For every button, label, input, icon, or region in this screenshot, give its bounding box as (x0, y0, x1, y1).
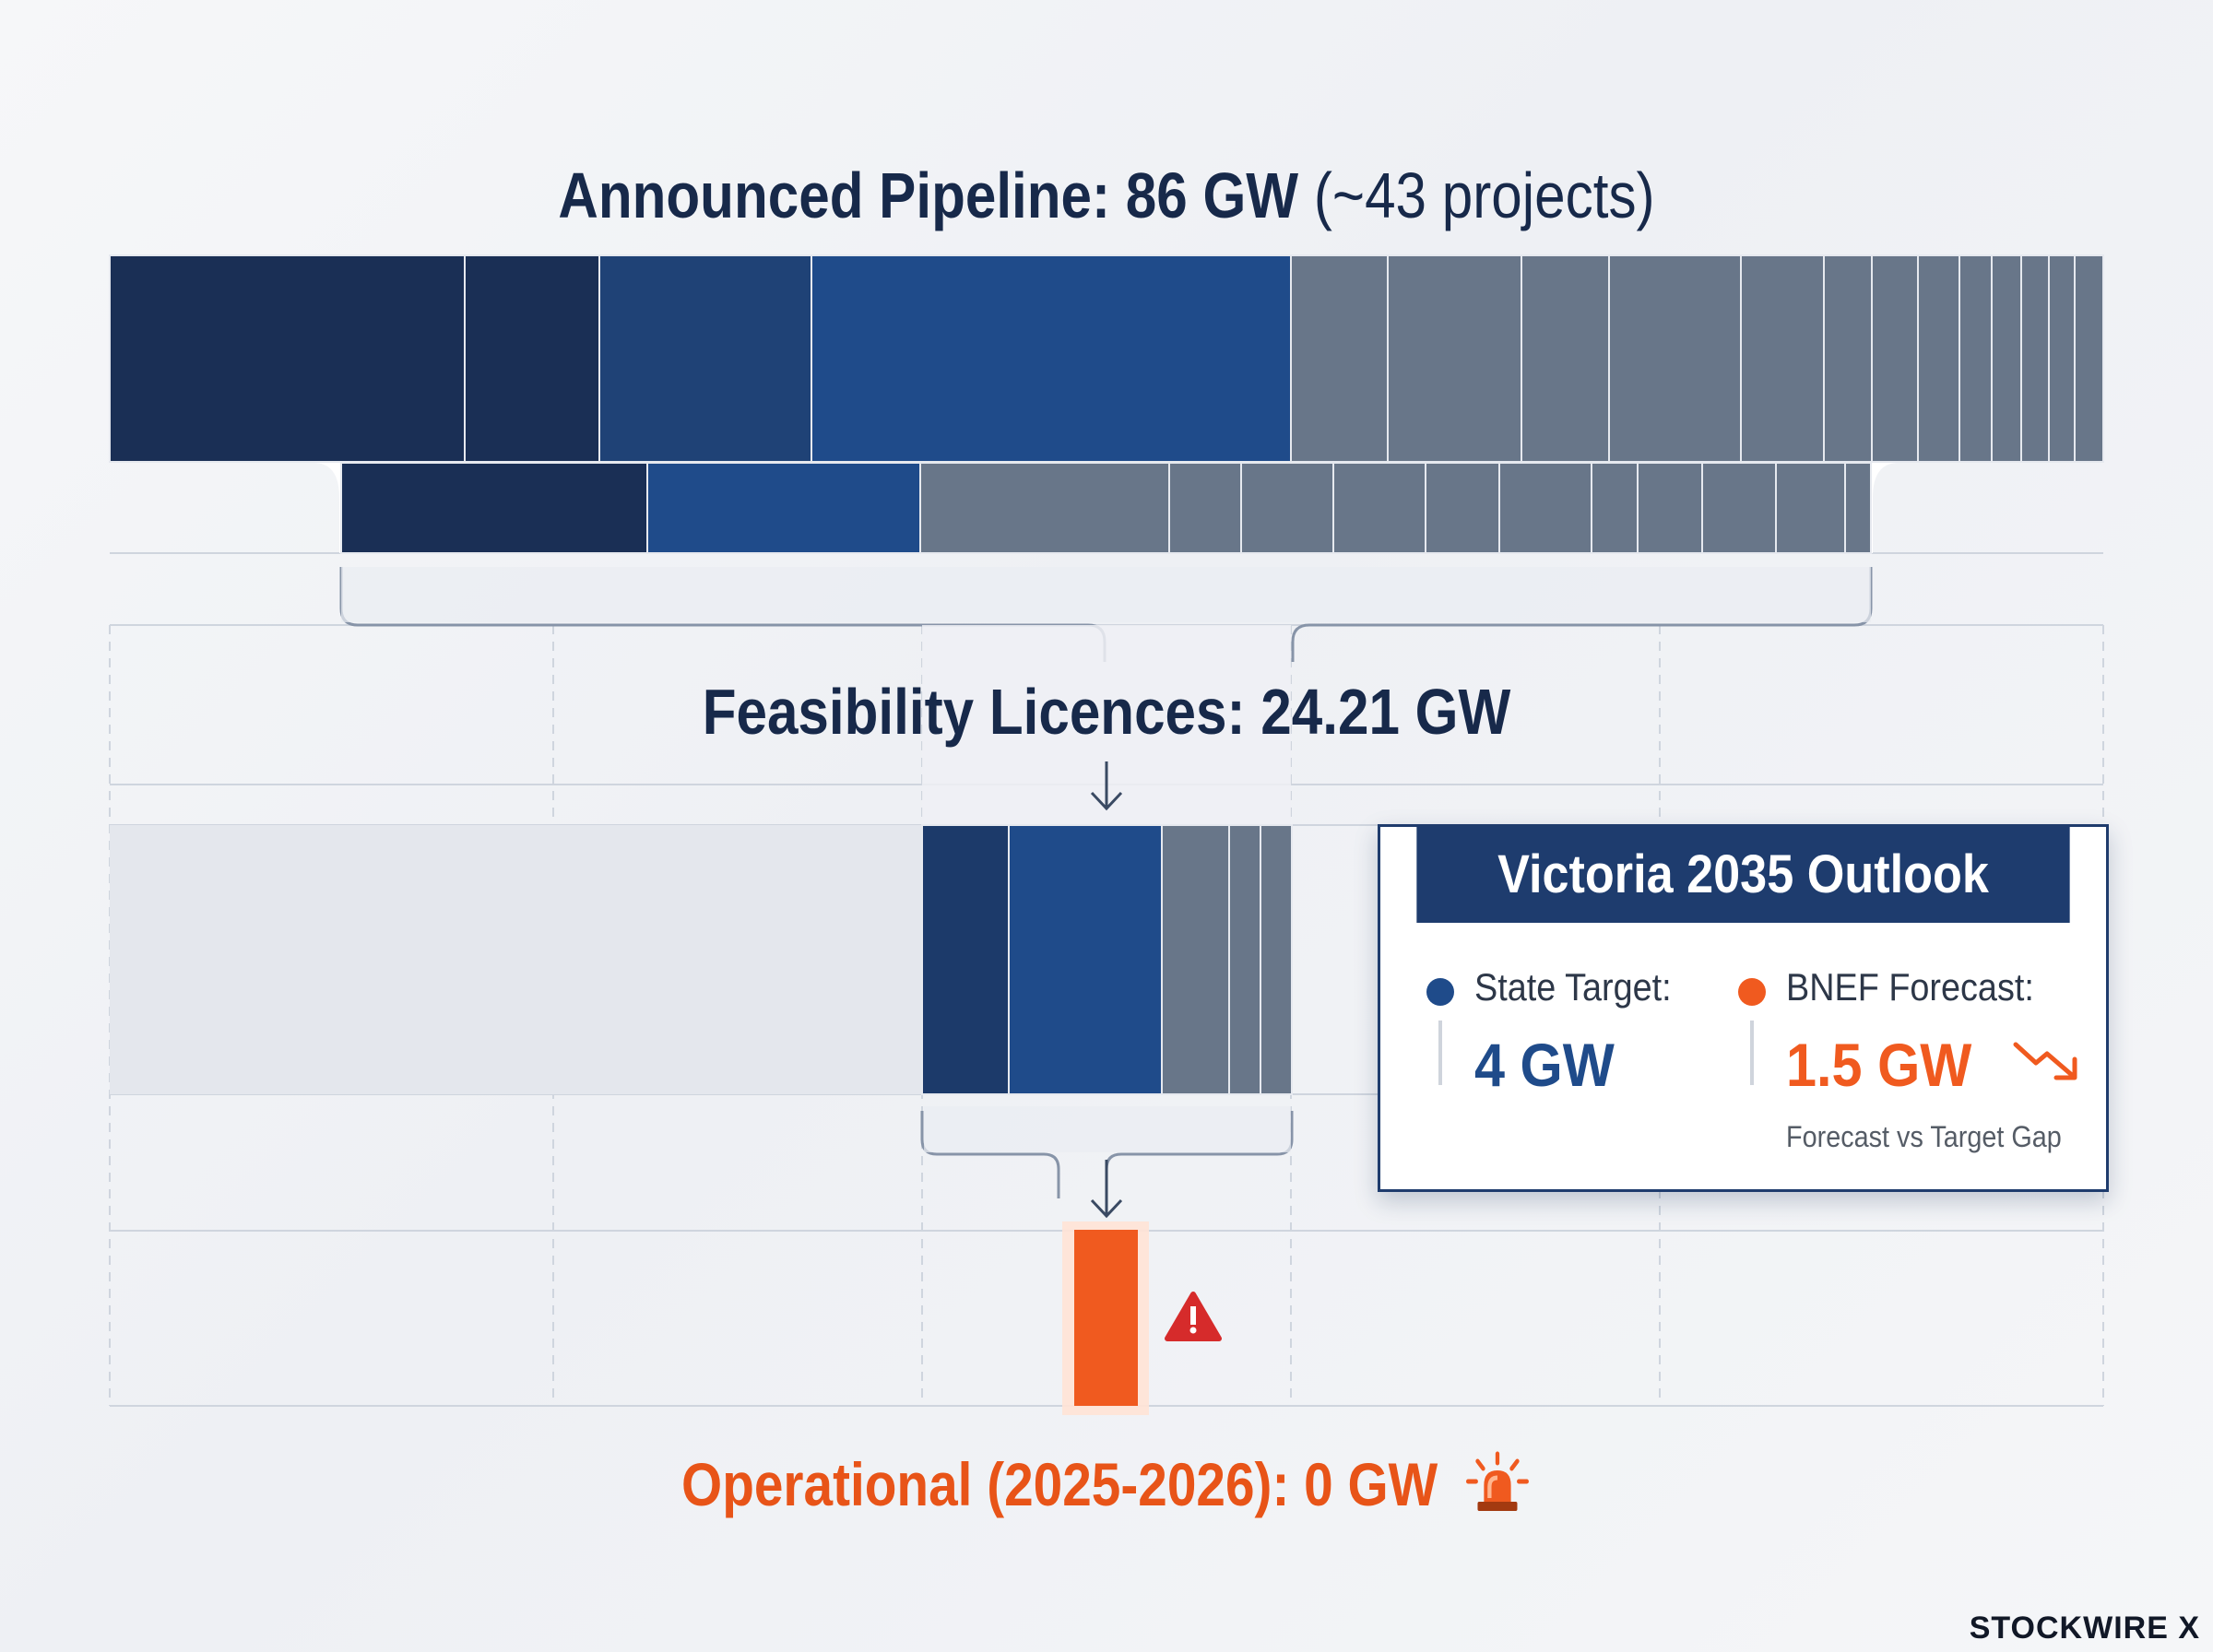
pipeline-bar-row-2-segment (1240, 462, 1334, 554)
flow-arrow-2 (1090, 1160, 1123, 1219)
pipeline-bar-row-2-segment (1168, 462, 1242, 554)
pipeline-bar-row-1-segment (1521, 254, 1610, 463)
feasibility-bar-segment (921, 824, 1010, 1095)
bnef-forecast-stem (1750, 1021, 1754, 1085)
state-target-stem (1438, 1021, 1442, 1085)
pipeline-title-bold: Announced Pipeline: 86 GW (558, 159, 1299, 231)
pipeline-title: Announced Pipeline: 86 GW (~43 projects) (155, 159, 2058, 232)
operational-title-text: Operational (2025-2026): 0 GW (681, 1450, 1438, 1518)
brand-watermark: STOCKWIRE X (1969, 1611, 2200, 1646)
funnel-bars (109, 254, 2104, 1095)
funnel-connector-bottom (920, 1106, 1294, 1198)
pipeline-bar-row-1-segment (598, 254, 812, 463)
feasibility-bar-segment (1008, 824, 1163, 1095)
pipeline-bar-row-2-segment (1591, 462, 1639, 554)
pipeline-bar-row-1-segment (464, 254, 600, 463)
bnef-forecast-dot (1738, 978, 1766, 1006)
pipeline-bar-row-1-segment (2020, 254, 2050, 463)
pipeline-bar-row-2-segment (1637, 462, 1703, 554)
pipeline-bar-row-2-segment (646, 462, 921, 554)
pipeline-bar-row-1-segment (2074, 254, 2104, 463)
state-target-label: State Target: (1474, 965, 1672, 1009)
pipeline-bar-row-1-segment (1959, 254, 1993, 463)
feasibility-bar-segment (1228, 824, 1261, 1095)
pipeline-bar-row-2-segment (1775, 462, 1846, 554)
feasibility-bar (921, 824, 1293, 1095)
pipeline-bar-row-2-segment (340, 462, 648, 554)
pipeline-bar-row-1-segment (1871, 254, 1919, 463)
operational-title: Operational (2025-2026): 0 GW (155, 1449, 2058, 1528)
siren-alarm-icon (1463, 1450, 1532, 1528)
bnef-forecast-label: BNEF Forecast: (1786, 965, 2034, 1009)
pipeline-bar-row-1-segment (109, 254, 466, 463)
warning-triangle-icon (1165, 1292, 1222, 1341)
pipeline-bar-row-1-segment (811, 254, 1292, 463)
pipeline-bar-row-2 (340, 462, 1872, 554)
pipeline-bar-row-1 (109, 254, 2104, 463)
pipeline-bar-row-1-segment (1387, 254, 1522, 463)
pipeline-bar-row-1-segment (1740, 254, 1825, 463)
pipeline-bar-row-1-segment (1290, 254, 1389, 463)
pipeline-bar-row-2-segment (919, 462, 1170, 554)
pipeline-bar-row-2-segment (1498, 462, 1592, 554)
pipeline-bar-row-2-segment (1844, 462, 1872, 554)
feasibility-bar-segment (1161, 824, 1230, 1095)
pipeline-bar-row-1-segment (2048, 254, 2076, 463)
pipeline-bar-row-1-segment (1991, 254, 2022, 463)
pipeline-bar-row-1-segment (1608, 254, 1742, 463)
feasibility-background-band (110, 825, 921, 1094)
pipeline-title-projects: (~43 projects) (1313, 159, 1655, 231)
state-target-dot (1426, 978, 1454, 1006)
feasibility-title: Feasibility Licences: 24.21 GW (702, 676, 1511, 748)
trend-down-icon (2013, 1042, 2077, 1080)
bnef-forecast-value: 1.5 GW (1786, 1031, 1972, 1099)
pipeline-bar-row-1-segment (1917, 254, 1960, 463)
pipeline-bar-row-2-segment (1425, 462, 1500, 554)
state-target-value: 4 GW (1474, 1031, 1615, 1099)
outlook-title: Victoria 2035 Outlook (1416, 827, 2070, 923)
flow-arrow-1 (1090, 761, 1123, 811)
outlook-card: Victoria 2035 Outlook State Target: 4 GW… (1378, 824, 2109, 1192)
pipeline-bar-row-1-segment (1823, 254, 1873, 463)
pipeline-bar-row-2-segment (1701, 462, 1777, 554)
operational-bar (1074, 1230, 1138, 1406)
pipeline-bar-row-2-segment (1332, 462, 1426, 554)
feasibility-bar-segment (1260, 824, 1293, 1095)
gap-note: Forecast vs Target Gap (1786, 1120, 2062, 1153)
